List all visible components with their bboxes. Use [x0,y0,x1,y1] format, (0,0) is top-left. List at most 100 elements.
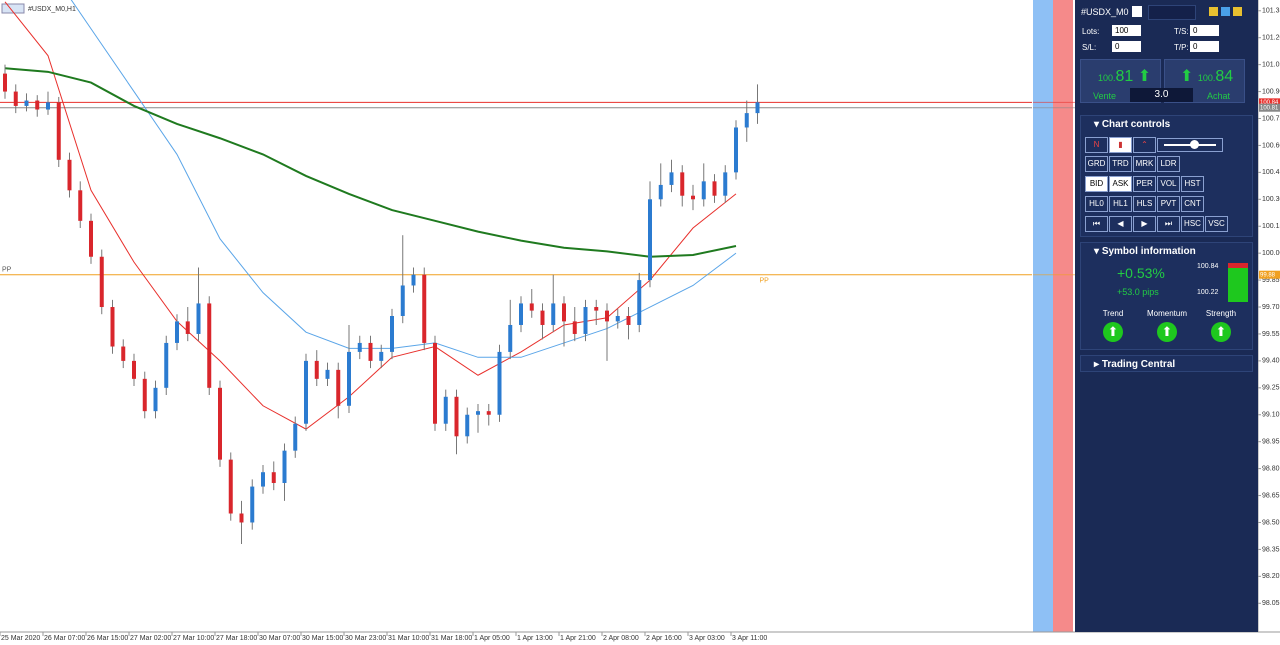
x-tick-label: 30 Mar 15:00 [302,635,343,642]
candle-body [325,369,330,379]
toggle-button[interactable]: VOL [1157,176,1180,192]
toggle-button[interactable]: HL1 [1109,196,1132,212]
label: S/L: [1082,43,1097,52]
candle-body [712,181,717,196]
candle-body [228,459,233,514]
nav-button[interactable]: ⏭ [1157,216,1180,232]
price-tag [1259,98,1280,107]
chart-icon [1,3,25,14]
indicator: Trend ⬆ [1089,309,1137,342]
candle-body [368,342,373,361]
price-tag-label: 100.81 [1260,105,1279,111]
candle-body [218,387,222,460]
toggle-button[interactable]: HLS [1133,196,1156,212]
lots-input[interactable]: 100 [1112,25,1141,36]
candle-body [476,411,480,415]
price-prefix: 100. [1197,73,1216,83]
toggle-button[interactable]: LDR [1157,156,1180,172]
button-row: BID ASK PER VOL HST [1085,176,1253,196]
indicator: Strength ⬆ [1197,309,1245,342]
indicator-label: Trend [1102,309,1124,318]
y-tick-label: 100.90 [1262,88,1280,95]
sl-input[interactable]: 0 [1112,41,1141,52]
label: Lots: [1082,27,1100,36]
volume-input[interactable]: 3.0 [1130,88,1193,102]
section-title: ▾ Symbol information [1094,246,1196,257]
toggle-button[interactable]: HL0 [1085,196,1108,212]
tp-input[interactable]: 0 [1190,41,1219,52]
toggle-button[interactable]: CNT [1181,196,1204,212]
icon[interactable] [1233,7,1242,16]
candle-body [605,310,609,322]
slider[interactable] [1157,138,1223,152]
symbol-dropdown[interactable] [1132,6,1142,17]
toggle-button[interactable]: GRD [1085,156,1108,172]
y-tick-label: 99.25 [1262,385,1280,392]
line-label: PP [2,267,12,274]
y-tick-label: 101.35 [1262,8,1280,15]
icon[interactable] [1221,7,1230,16]
candle-body [336,369,341,406]
x-tick-label: 2 Apr 16:00 [646,635,682,642]
y-tick-label: 100.00 [1262,250,1280,257]
toggle-button[interactable]: TRD [1109,156,1132,172]
y-tick-label: 98.05 [1262,600,1280,607]
candle-body [293,423,298,451]
icon[interactable] [1209,7,1218,16]
nav-button[interactable]: ⏮ [1085,216,1108,232]
indicator-icon: ⬆ [1211,322,1231,342]
candle-body [13,91,18,106]
x-tick-label: 1 Apr 05:00 [474,635,510,642]
section-title-text: Chart controls [1101,119,1171,130]
toggle-button[interactable]: MRK [1133,156,1156,172]
toggle-button[interactable]: PER [1133,176,1156,192]
toggle-button[interactable]: HSC [1181,216,1204,232]
candle-body [529,303,534,311]
candle-body [132,360,136,379]
toggle-button[interactable]: PVT [1157,196,1180,212]
candle-body [701,181,706,200]
candle-body [239,513,244,523]
chart-title: #USDX_M0,H1 [28,6,76,13]
indicator-icon: ⬆ [1157,322,1177,342]
x-tick-label: 27 Mar 02:00 [130,635,171,642]
toggle-button[interactable]: HST [1181,176,1204,192]
moving-average [4,1,737,430]
price-prefix: 100. [1098,73,1116,83]
candle-body [185,321,190,334]
x-tick-label: 26 Mar 07:00 [44,635,85,642]
candle-body [551,303,556,325]
candle-body [669,172,674,185]
candle-body [615,316,620,322]
icon-button[interactable]: N [1085,137,1108,153]
nav-button[interactable]: ▶ [1133,216,1156,232]
toggle-button[interactable]: ASK [1109,176,1132,192]
toggle-button[interactable]: VSC [1205,216,1228,232]
icon-button[interactable]: ▮ [1109,137,1132,153]
range-bar [1228,263,1248,302]
buy-label: Achat [1207,91,1231,101]
x-tick-label: 3 Apr 03:00 [689,635,725,642]
button-row: GRD TRD MRK LDR [1085,156,1253,176]
symbol-search[interactable] [1148,5,1196,20]
toggle-button[interactable]: BID [1085,176,1108,192]
price-tag-label: 99.88 [1260,272,1276,278]
price: 84 [1215,68,1234,85]
ts-input[interactable]: 0 [1190,25,1219,36]
icon-button[interactable]: ⌃ [1133,137,1156,153]
indicator-icon: ⬆ [1103,322,1123,342]
x-tick-label: 2 Apr 08:00 [603,635,639,642]
candle-body [454,396,459,437]
candle-body [78,190,83,221]
sell-label: Vente [1093,91,1117,101]
price-tag [1259,103,1280,112]
y-tick-label: 100.60 [1262,142,1280,149]
candle-body [207,303,212,388]
trading-central[interactable]: ▸ Trading Central [1080,355,1253,372]
nav-button[interactable]: ◀ [1109,216,1132,232]
candle-body [261,472,265,487]
candle-body [99,256,104,308]
x-tick-label: 3 Apr 11:00 [732,635,767,642]
candle-body [572,321,577,334]
y-tick-label: 99.40 [1262,358,1280,365]
